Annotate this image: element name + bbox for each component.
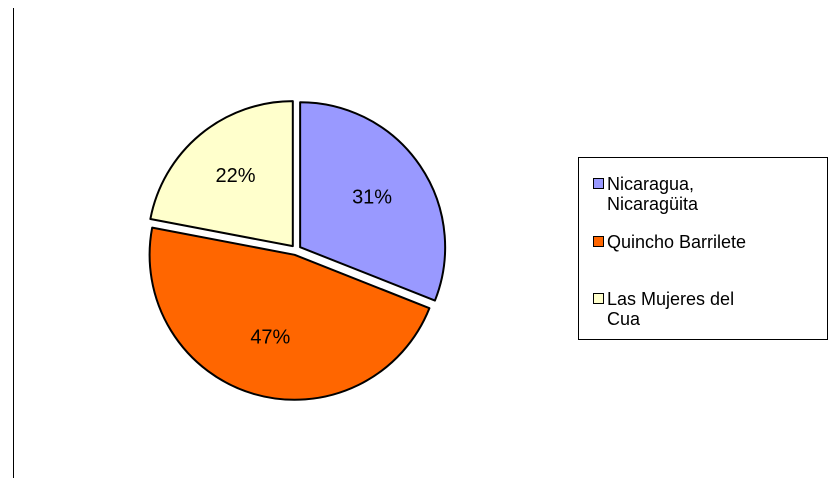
slice-mujeres bbox=[149, 100, 294, 248]
legend-item-mujeres: Las Mujeres del Cua bbox=[593, 289, 734, 329]
slice-nicaragua bbox=[299, 101, 447, 302]
legend-label-nicaragua: Nicaragua, Nicaragüita bbox=[607, 174, 699, 214]
legend-item-nicaragua: Nicaragua, Nicaragüita bbox=[593, 174, 698, 214]
chart-legend: Nicaragua, Nicaragüita Quincho Barrilete… bbox=[578, 157, 828, 340]
legend-swatch-nicaragua bbox=[593, 178, 604, 189]
slice-label-mujeres: 22% bbox=[215, 165, 255, 187]
legend-item-quincho: Quincho Barrilete bbox=[593, 232, 746, 252]
left-border-line bbox=[13, 8, 14, 478]
legend-swatch-quincho bbox=[593, 236, 604, 247]
legend-swatch-mujeres bbox=[593, 293, 604, 304]
slice-label-quincho: 47% bbox=[250, 327, 290, 349]
slice-label-nicaragua: 31% bbox=[352, 187, 392, 209]
legend-label-quincho: Quincho Barrilete bbox=[607, 232, 747, 252]
slice-quincho bbox=[148, 226, 431, 401]
legend-label-mujeres: Las Mujeres del Cua bbox=[607, 289, 735, 329]
